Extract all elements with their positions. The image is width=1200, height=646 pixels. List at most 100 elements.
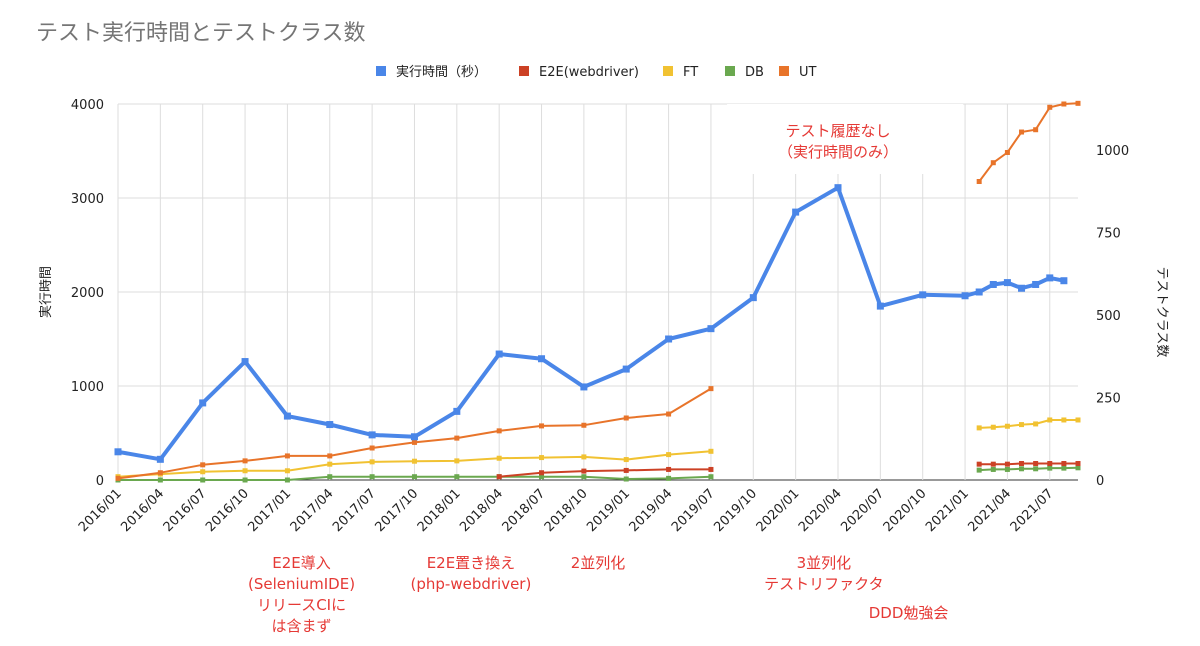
annotation-0-line-0: E2E導入 [272,554,331,572]
series-4-point-16 [990,160,996,166]
x-tick-21: 2021/04 [965,486,1014,535]
series-3-point-1 [157,477,163,483]
series-4-point-17 [1004,149,1010,155]
series-3-point-22 [1075,465,1081,471]
x-tick-14: 2019/07 [669,486,718,535]
annotation-5-line-0: テスト履歴なし [785,122,890,140]
series-2-point-17 [1004,423,1010,429]
series-3-point-19 [1033,466,1039,472]
series-1-point-1 [539,470,545,476]
x-tick-0: 2016/01 [76,486,125,535]
series-4-point-6 [369,445,375,451]
series-2-point-7 [411,458,417,464]
series-1 [496,461,1081,480]
series-2-point-20 [1047,417,1053,423]
series-3-point-6 [369,474,375,480]
series-2-point-19 [1033,421,1039,427]
legend-swatch-3 [725,66,735,76]
series-0-point-26 [1046,274,1054,282]
series-0-point-16 [792,208,800,216]
series-0-point-11 [580,383,588,391]
series-4-point-2 [200,462,206,468]
series-1-point-4 [666,466,672,472]
series-0-point-7 [410,433,418,441]
series-4-point-8 [454,435,460,441]
series-1-line-0 [499,468,711,478]
series-3-point-17 [1004,466,1010,472]
series-4-point-12 [623,415,629,421]
series-3-point-4 [284,477,290,483]
series-3-point-16 [990,466,996,472]
series-0-point-4 [283,412,291,420]
series-0-point-17 [834,184,842,192]
series-0-point-9 [495,350,503,358]
annotation-1-line-1: (php-webdriver) [411,575,532,593]
series-3-point-3 [242,477,248,483]
x-tick-6: 2017/07 [330,486,379,535]
series-4-point-22 [1075,100,1081,106]
series-0 [114,184,1068,463]
series-4-point-4 [284,453,290,459]
series-2-point-11 [581,454,587,460]
y-left-axis-title: 実行時間 [38,266,54,318]
annotation-2: 2並列化 [571,554,626,572]
series-3-point-18 [1019,466,1025,472]
series-1-point-3 [623,467,629,473]
series-0-point-27 [1060,277,1068,285]
band-background [727,104,964,174]
series-3-point-12 [623,476,629,482]
series-0-point-5 [326,421,334,429]
annotation-0-line-3: は含まず [272,617,332,635]
series-4-point-18 [1019,129,1025,135]
series-1-point-11 [1047,461,1053,467]
series-layer [114,100,1081,483]
series-3-point-14 [708,474,714,480]
series-4-point-19 [1033,127,1039,133]
series-1-point-12 [1061,461,1067,467]
chart-title: テスト実行時間とテストクラス数 [36,21,366,46]
series-4 [115,100,1081,481]
y-right-tick-0: 0 [1096,474,1104,489]
series-4-point-21 [1061,101,1067,107]
series-1-point-9 [1019,461,1025,467]
series-0-point-0 [114,448,122,456]
series-2-point-10 [539,455,545,461]
series-0-point-21 [975,288,983,296]
series-2-point-2 [200,469,206,475]
series-0-point-18 [876,302,884,310]
series-1-point-7 [990,461,996,467]
series-4-point-7 [411,439,417,445]
legend-label-0: 実行時間（秒） [396,64,487,80]
series-3-point-13 [666,475,672,481]
series-4-point-11 [581,422,587,428]
series-1-point-0 [496,474,502,480]
series-3-point-20 [1047,465,1053,471]
series-0-point-23 [1003,279,1011,287]
annotation-2-line-0: 2並列化 [571,554,626,572]
series-1-point-2 [581,468,587,474]
x-tick-16: 2020/01 [754,486,803,535]
legend-label-2: FT [683,65,698,80]
y-right-tick-2: 500 [1096,309,1121,324]
x-tick-9: 2018/04 [457,486,506,535]
annotation-3-line-0: 3並列化 [797,554,852,572]
x-tick-4: 2017/01 [245,486,294,535]
x-tick-20: 2021/01 [923,486,972,535]
y-right-axis-title: テストクラス数 [1154,267,1169,358]
series-4-point-13 [666,411,672,417]
y-left-tick-2: 2000 [71,286,104,301]
series-0-point-1 [156,455,164,463]
series-1-point-8 [1004,461,1010,467]
series-0-point-24 [1018,284,1026,292]
legend-label-1: E2E(webdriver) [539,65,639,80]
series-2-point-18 [1019,422,1025,428]
series-2-point-22 [1075,417,1081,423]
annotation-4-line-0: DDD勉強会 [869,604,949,622]
x-tick-22: 2021/07 [1008,486,1057,535]
series-0-point-2 [199,399,207,407]
x-tick-15: 2019/10 [711,486,760,535]
legend: 実行時間（秒） E2E(webdriver) FT DB UT [376,64,817,80]
series-3-point-11 [581,474,587,480]
